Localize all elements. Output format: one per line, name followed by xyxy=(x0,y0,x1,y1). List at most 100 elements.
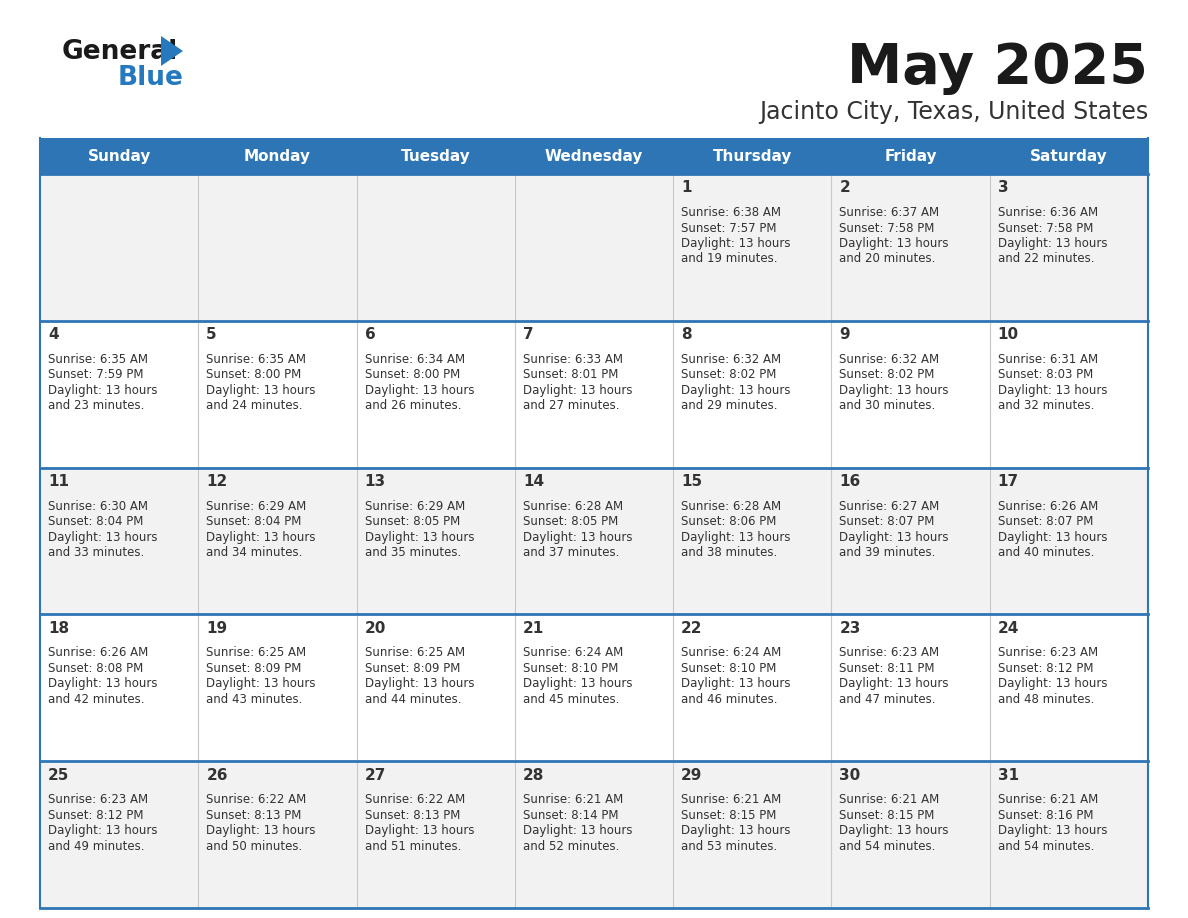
Text: 8: 8 xyxy=(681,328,691,342)
Text: 30: 30 xyxy=(840,767,860,783)
Text: Sunrise: 6:34 AM: Sunrise: 6:34 AM xyxy=(365,353,465,365)
Text: Sunrise: 6:36 AM: Sunrise: 6:36 AM xyxy=(998,206,1098,219)
Text: Sunset: 8:07 PM: Sunset: 8:07 PM xyxy=(840,515,935,528)
Text: and 47 minutes.: and 47 minutes. xyxy=(840,693,936,706)
Text: Daylight: 13 hours: Daylight: 13 hours xyxy=(48,677,158,690)
Text: and 33 minutes.: and 33 minutes. xyxy=(48,546,144,559)
Text: Daylight: 13 hours: Daylight: 13 hours xyxy=(998,677,1107,690)
Text: and 49 minutes.: and 49 minutes. xyxy=(48,840,145,853)
Bar xyxy=(40,138,1148,174)
Text: Sunset: 8:02 PM: Sunset: 8:02 PM xyxy=(681,368,777,381)
Text: Sunrise: 6:24 AM: Sunrise: 6:24 AM xyxy=(523,646,624,659)
Text: Daylight: 13 hours: Daylight: 13 hours xyxy=(840,384,949,397)
Text: 13: 13 xyxy=(365,474,386,489)
Text: 23: 23 xyxy=(840,621,861,636)
Text: and 34 minutes.: and 34 minutes. xyxy=(207,546,303,559)
Text: and 44 minutes.: and 44 minutes. xyxy=(365,693,461,706)
Text: 17: 17 xyxy=(998,474,1019,489)
Text: and 50 minutes.: and 50 minutes. xyxy=(207,840,303,853)
Text: Thursday: Thursday xyxy=(713,149,792,163)
Text: Sunset: 8:13 PM: Sunset: 8:13 PM xyxy=(365,809,460,822)
Text: 31: 31 xyxy=(998,767,1019,783)
Text: and 32 minutes.: and 32 minutes. xyxy=(998,399,1094,412)
Text: and 51 minutes.: and 51 minutes. xyxy=(365,840,461,853)
Text: Sunset: 8:12 PM: Sunset: 8:12 PM xyxy=(48,809,144,822)
Text: and 30 minutes.: and 30 minutes. xyxy=(840,399,936,412)
Text: Sunset: 8:00 PM: Sunset: 8:00 PM xyxy=(207,368,302,381)
Text: Sunrise: 6:38 AM: Sunrise: 6:38 AM xyxy=(681,206,782,219)
Text: and 38 minutes.: and 38 minutes. xyxy=(681,546,777,559)
Text: Sunrise: 6:32 AM: Sunrise: 6:32 AM xyxy=(840,353,940,365)
Text: and 43 minutes.: and 43 minutes. xyxy=(207,693,303,706)
Text: Daylight: 13 hours: Daylight: 13 hours xyxy=(681,237,791,250)
Text: Sunset: 8:01 PM: Sunset: 8:01 PM xyxy=(523,368,618,381)
Text: Daylight: 13 hours: Daylight: 13 hours xyxy=(840,677,949,690)
Text: Daylight: 13 hours: Daylight: 13 hours xyxy=(998,384,1107,397)
Text: Daylight: 13 hours: Daylight: 13 hours xyxy=(523,531,632,543)
Text: Sunrise: 6:28 AM: Sunrise: 6:28 AM xyxy=(681,499,782,512)
Text: Sunrise: 6:21 AM: Sunrise: 6:21 AM xyxy=(523,793,624,806)
Text: and 40 minutes.: and 40 minutes. xyxy=(998,546,1094,559)
Bar xyxy=(40,174,1148,320)
Text: Daylight: 13 hours: Daylight: 13 hours xyxy=(840,237,949,250)
Text: 4: 4 xyxy=(48,328,58,342)
Text: 15: 15 xyxy=(681,474,702,489)
Text: and 46 minutes.: and 46 minutes. xyxy=(681,693,778,706)
Text: and 19 minutes.: and 19 minutes. xyxy=(681,252,778,265)
Text: Sunrise: 6:35 AM: Sunrise: 6:35 AM xyxy=(207,353,307,365)
Text: Daylight: 13 hours: Daylight: 13 hours xyxy=(523,384,632,397)
Bar xyxy=(40,761,1148,908)
Text: Sunset: 8:02 PM: Sunset: 8:02 PM xyxy=(840,368,935,381)
Text: Sunset: 8:10 PM: Sunset: 8:10 PM xyxy=(523,662,618,675)
Text: Sunrise: 6:37 AM: Sunrise: 6:37 AM xyxy=(840,206,940,219)
Text: and 52 minutes.: and 52 minutes. xyxy=(523,840,619,853)
Text: 2: 2 xyxy=(840,181,851,196)
Text: Daylight: 13 hours: Daylight: 13 hours xyxy=(48,824,158,837)
Text: and 53 minutes.: and 53 minutes. xyxy=(681,840,777,853)
Text: Sunrise: 6:29 AM: Sunrise: 6:29 AM xyxy=(365,499,465,512)
Text: Sunrise: 6:26 AM: Sunrise: 6:26 AM xyxy=(48,646,148,659)
Text: General: General xyxy=(62,39,178,65)
Text: 14: 14 xyxy=(523,474,544,489)
Text: 11: 11 xyxy=(48,474,69,489)
Text: Sunset: 8:06 PM: Sunset: 8:06 PM xyxy=(681,515,777,528)
Text: 10: 10 xyxy=(998,328,1019,342)
Text: 27: 27 xyxy=(365,767,386,783)
Text: Daylight: 13 hours: Daylight: 13 hours xyxy=(523,677,632,690)
Text: Sunset: 7:58 PM: Sunset: 7:58 PM xyxy=(998,221,1093,234)
Text: 6: 6 xyxy=(365,328,375,342)
Text: Daylight: 13 hours: Daylight: 13 hours xyxy=(365,384,474,397)
Text: 28: 28 xyxy=(523,767,544,783)
Text: Daylight: 13 hours: Daylight: 13 hours xyxy=(681,531,791,543)
Text: 24: 24 xyxy=(998,621,1019,636)
Polygon shape xyxy=(162,36,183,66)
Text: Friday: Friday xyxy=(884,149,937,163)
Text: Daylight: 13 hours: Daylight: 13 hours xyxy=(207,824,316,837)
Text: Sunrise: 6:25 AM: Sunrise: 6:25 AM xyxy=(365,646,465,659)
Text: Sunrise: 6:31 AM: Sunrise: 6:31 AM xyxy=(998,353,1098,365)
Text: Sunset: 8:09 PM: Sunset: 8:09 PM xyxy=(365,662,460,675)
Text: 7: 7 xyxy=(523,328,533,342)
Text: Sunrise: 6:22 AM: Sunrise: 6:22 AM xyxy=(365,793,465,806)
Text: 12: 12 xyxy=(207,474,228,489)
Text: Daylight: 13 hours: Daylight: 13 hours xyxy=(998,824,1107,837)
Text: Sunset: 8:16 PM: Sunset: 8:16 PM xyxy=(998,809,1093,822)
Text: and 54 minutes.: and 54 minutes. xyxy=(840,840,936,853)
Text: and 26 minutes.: and 26 minutes. xyxy=(365,399,461,412)
Text: Sunset: 8:05 PM: Sunset: 8:05 PM xyxy=(523,515,618,528)
Text: Sunset: 8:08 PM: Sunset: 8:08 PM xyxy=(48,662,144,675)
Text: Daylight: 13 hours: Daylight: 13 hours xyxy=(365,531,474,543)
Text: Sunset: 8:14 PM: Sunset: 8:14 PM xyxy=(523,809,619,822)
Text: 1: 1 xyxy=(681,181,691,196)
Text: Daylight: 13 hours: Daylight: 13 hours xyxy=(998,531,1107,543)
Text: Daylight: 13 hours: Daylight: 13 hours xyxy=(840,824,949,837)
Text: and 22 minutes.: and 22 minutes. xyxy=(998,252,1094,265)
Text: Sunset: 7:59 PM: Sunset: 7:59 PM xyxy=(48,368,144,381)
Text: Daylight: 13 hours: Daylight: 13 hours xyxy=(207,677,316,690)
Text: Saturday: Saturday xyxy=(1030,149,1107,163)
Text: Sunrise: 6:35 AM: Sunrise: 6:35 AM xyxy=(48,353,148,365)
Text: Sunset: 8:12 PM: Sunset: 8:12 PM xyxy=(998,662,1093,675)
Text: and 45 minutes.: and 45 minutes. xyxy=(523,693,619,706)
Text: 19: 19 xyxy=(207,621,227,636)
Text: May 2025: May 2025 xyxy=(847,41,1148,95)
